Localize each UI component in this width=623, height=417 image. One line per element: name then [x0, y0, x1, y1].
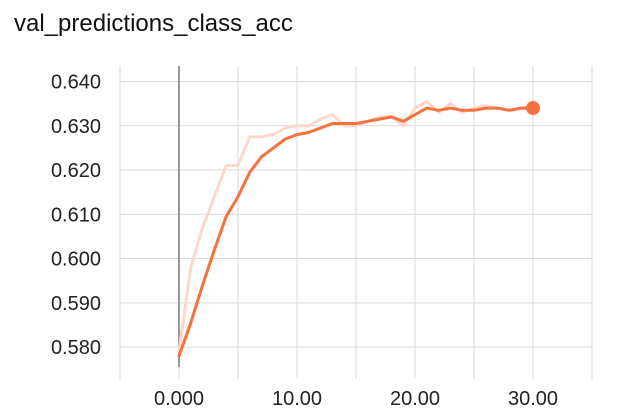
x-tick-label: 30.00 — [508, 388, 558, 410]
axes — [119, 66, 593, 379]
x-tick-label: 20.00 — [390, 388, 440, 410]
y-tick-label: 0.610 — [51, 204, 101, 226]
series-lines — [177, 99, 540, 358]
y-tick-label: 0.590 — [51, 293, 101, 315]
smoothed-series-line — [177, 106, 535, 358]
y-tick-label: 0.620 — [51, 160, 101, 182]
x-tick-label: 10.00 — [272, 388, 322, 410]
y-tick-label: 0.600 — [51, 249, 101, 271]
y-tick-label: 0.640 — [51, 71, 101, 93]
grid-lines — [119, 66, 593, 367]
last-value-marker — [526, 101, 540, 116]
chart-title: val_predictions_class_acc — [14, 10, 293, 37]
y-tick-label: 0.580 — [51, 337, 101, 359]
y-tick-label: 0.630 — [51, 116, 101, 138]
x-tick-label: 0.000 — [154, 388, 204, 410]
raw-series-line — [177, 99, 535, 353]
tick-labels: 0.580 0.590 0.600 0.610 0.620 0.630 0.640 0.000… — [51, 71, 558, 410]
